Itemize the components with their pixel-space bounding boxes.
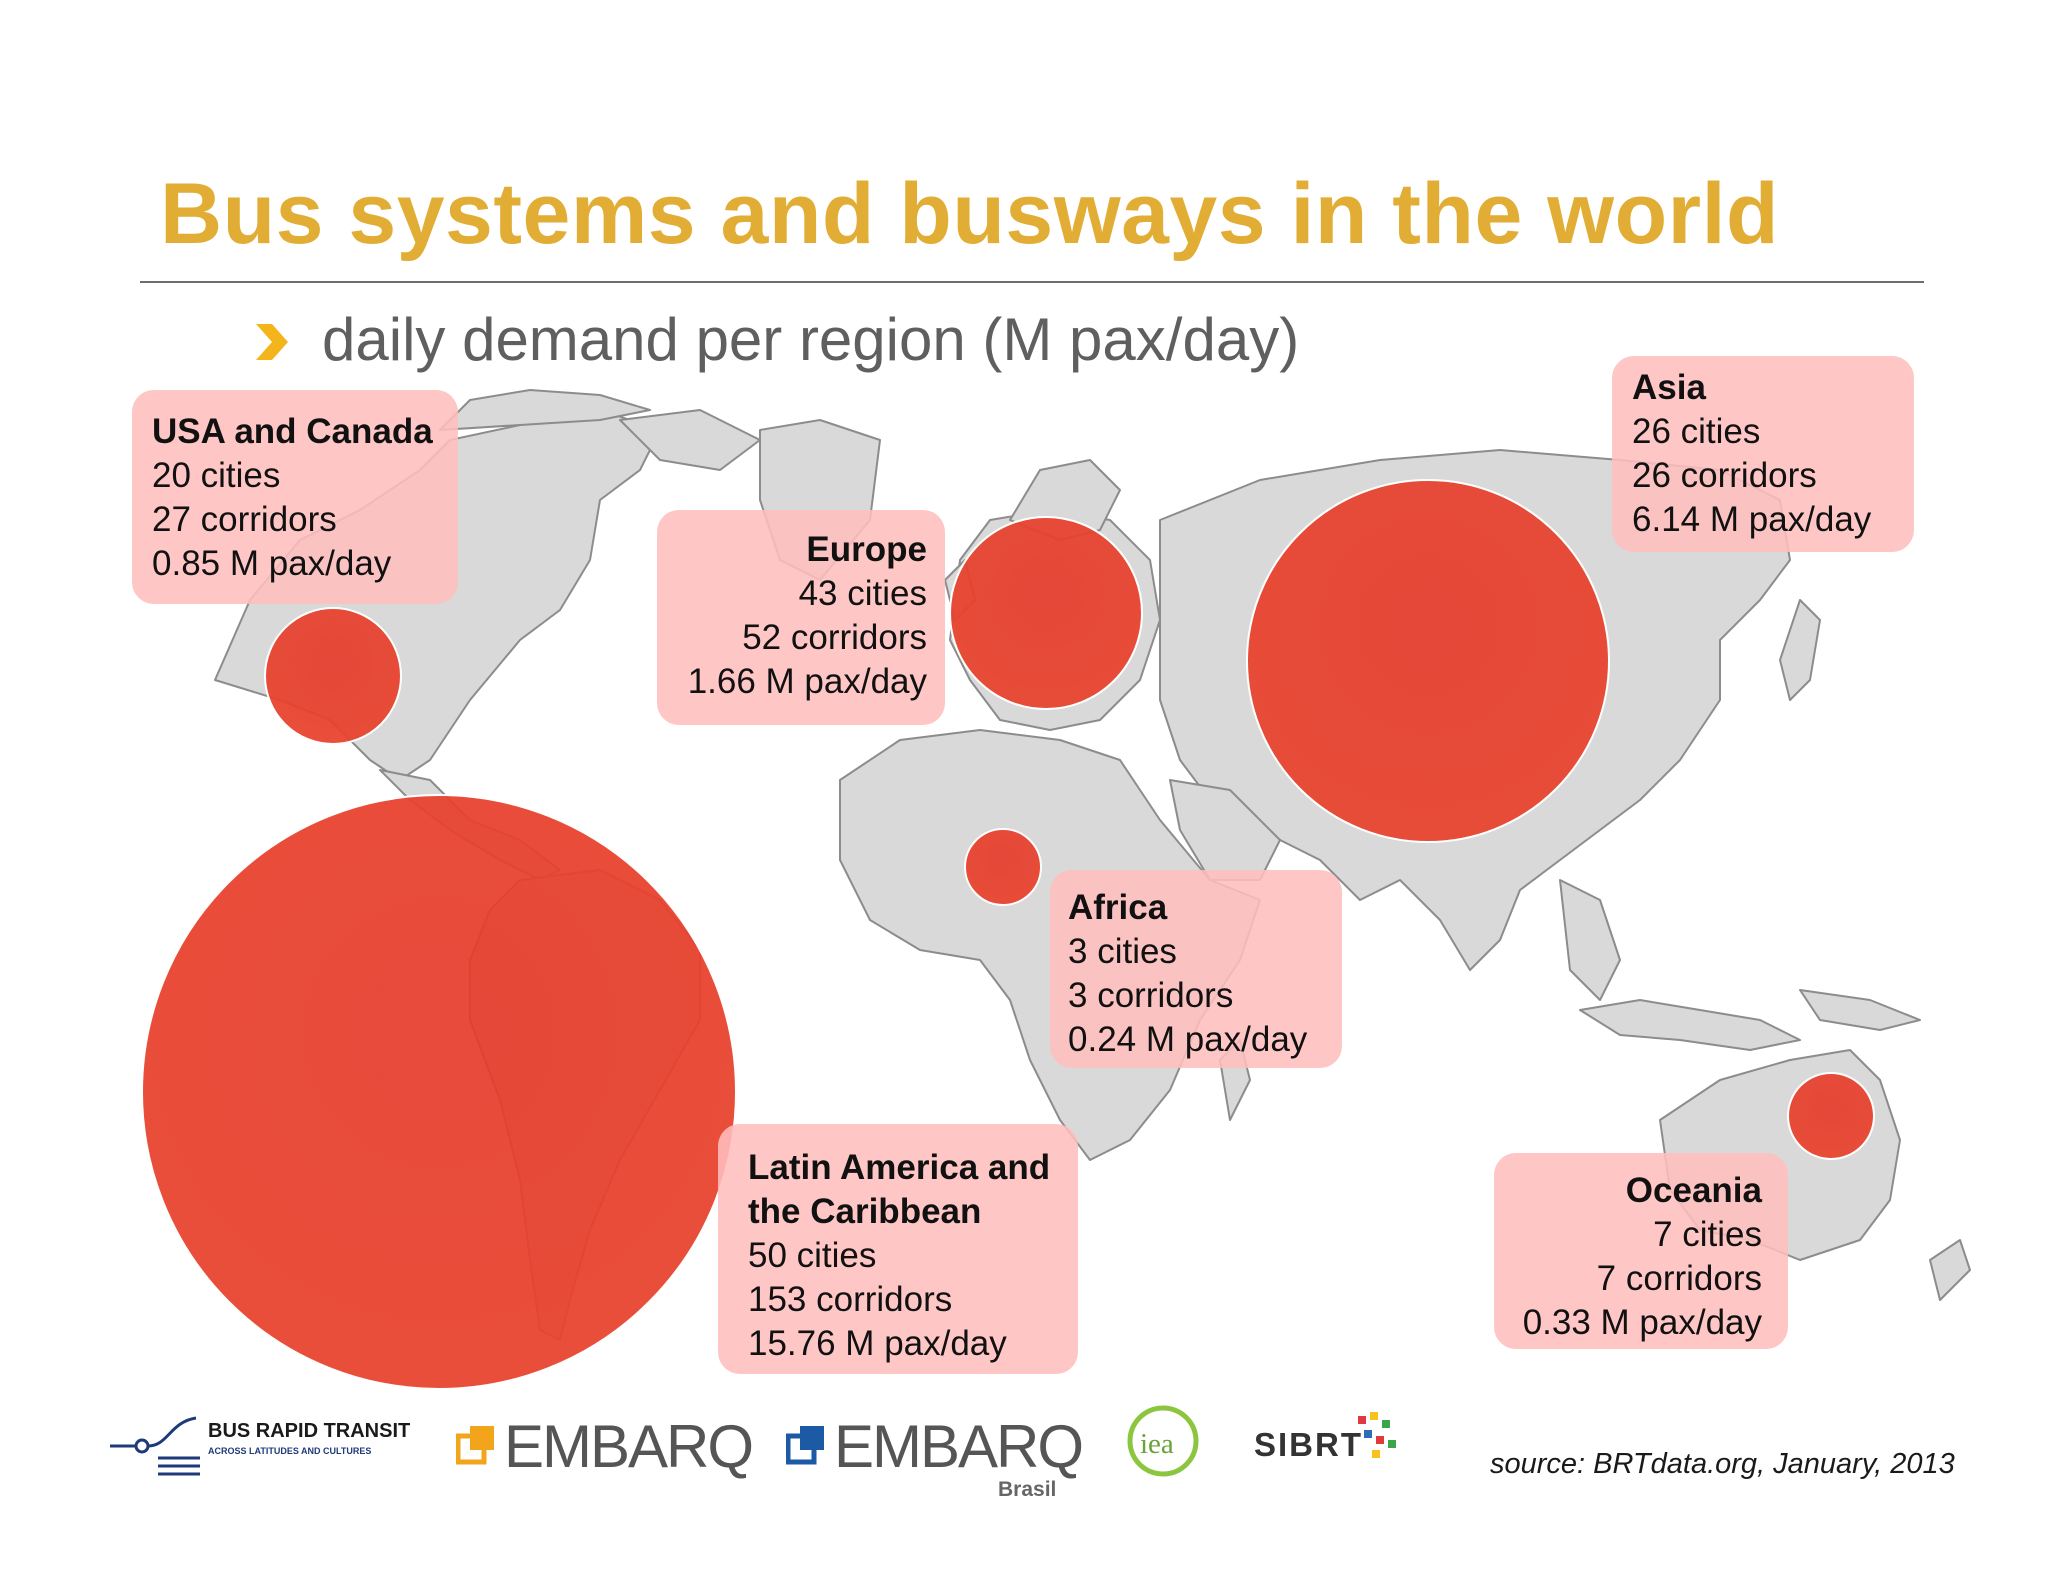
region-name: Asia [1632, 368, 1706, 407]
region-cities: 3 cities [1068, 932, 1177, 971]
region-name: Africa [1068, 888, 1168, 927]
landmass-japan [1779, 599, 1821, 701]
callout-usa-canada: USA and Canada 20 cities 27 corridors 0.… [132, 390, 458, 604]
region-corridors: 26 corridors [1632, 456, 1817, 495]
logo-sibrt: SIBRT [1254, 1410, 1406, 1478]
landmass-southeast-asia [1559, 879, 1621, 1001]
embarq-mark-icon [456, 1426, 494, 1465]
logo-embarq: EMBARQ [456, 1412, 754, 1480]
logo-iea: iea [1126, 1404, 1200, 1478]
region-cities: 20 cities [152, 456, 281, 495]
logo-brt-across-latitudes: BUS RAPID TRANSIT ACROSS LATITUDES AND C… [108, 1410, 428, 1480]
region-name: Europe [806, 530, 927, 569]
region-demand: 15.76 M pax/day [748, 1324, 1007, 1363]
brt-logo-line2: ACROSS LATITUDES AND CULTURES [208, 1446, 372, 1456]
region-cities: 26 cities [1632, 412, 1761, 451]
bubble-usa-canada [264, 607, 402, 745]
logo-embarq-brasil: EMBARQ Brasil [786, 1412, 1084, 1504]
source-note: source: BRTdata.org, January, 2013 [1490, 1448, 1955, 1480]
region-demand: 6.14 M pax/day [1632, 500, 1872, 539]
title-divider [140, 281, 1924, 283]
region-name: Oceania [1625, 1171, 1762, 1210]
subtitle: daily demand per region (M pax/day) [322, 306, 1300, 373]
callout-africa: Africa 3 cities 3 corridors 0.24 M pax/d… [1050, 870, 1342, 1068]
region-corridors: 3 corridors [1068, 976, 1234, 1015]
embarq-brasil-logo-text: EMBARQ [834, 1413, 1084, 1480]
bubble-oceania [1787, 1072, 1875, 1160]
region-corridors: 52 corridors [742, 618, 927, 657]
brt-logo-line1: BUS RAPID TRANSIT [208, 1420, 411, 1442]
bubble-africa [964, 828, 1042, 906]
sibrt-map-mark-icon [1358, 1412, 1396, 1458]
landmass-new-zealand [1929, 1239, 1971, 1301]
region-demand: 0.24 M pax/day [1068, 1020, 1308, 1059]
region-demand: 1.66 M pax/day [687, 662, 927, 701]
landmass-canada-north [439, 389, 651, 431]
region-corridors: 153 corridors [748, 1280, 953, 1319]
region-cities: 7 cities [1653, 1215, 1762, 1254]
region-name-line1: Latin America and [748, 1148, 1051, 1187]
bubble-asia [1246, 479, 1610, 843]
chevron-right-icon [256, 324, 288, 360]
brasil-label: Brasil [998, 1478, 1057, 1501]
embarq-brasil-mark-icon [786, 1426, 824, 1465]
bubble-europe [949, 516, 1143, 710]
landmass-indonesia [1579, 999, 1801, 1051]
landmass-new-guinea [1799, 989, 1921, 1031]
landmass-arctic-islands [619, 409, 761, 471]
bus-route-icon [110, 1416, 200, 1476]
sibrt-logo-text: SIBRT [1254, 1426, 1363, 1463]
region-demand: 0.85 M pax/day [152, 544, 392, 583]
callout-europe: Europe 43 cities 52 corridors 1.66 M pax… [657, 510, 945, 725]
region-corridors: 27 corridors [152, 500, 337, 539]
region-cities: 43 cities [798, 574, 927, 613]
callout-asia: Asia 26 cities 26 corridors 6.14 M pax/d… [1612, 356, 1914, 552]
region-corridors: 7 corridors [1596, 1259, 1762, 1298]
region-demand: 0.33 M pax/day [1522, 1303, 1762, 1342]
iea-ring-icon [1127, 1405, 1199, 1477]
region-name: USA and Canada [152, 412, 433, 451]
bubble-latin-america [141, 794, 737, 1390]
region-name-line2: the Caribbean [748, 1192, 982, 1231]
callout-latin-america: Latin America and the Caribbean 50 citie… [718, 1124, 1078, 1374]
embarq-logo-text: EMBARQ [504, 1413, 754, 1480]
callout-oceania: Oceania 7 cities 7 corridors 0.33 M pax/… [1494, 1153, 1788, 1349]
page-title: Bus systems and busways in the world [160, 166, 1779, 262]
iea-logo-text: iea [1140, 1428, 1174, 1460]
region-cities: 50 cities [748, 1236, 877, 1275]
